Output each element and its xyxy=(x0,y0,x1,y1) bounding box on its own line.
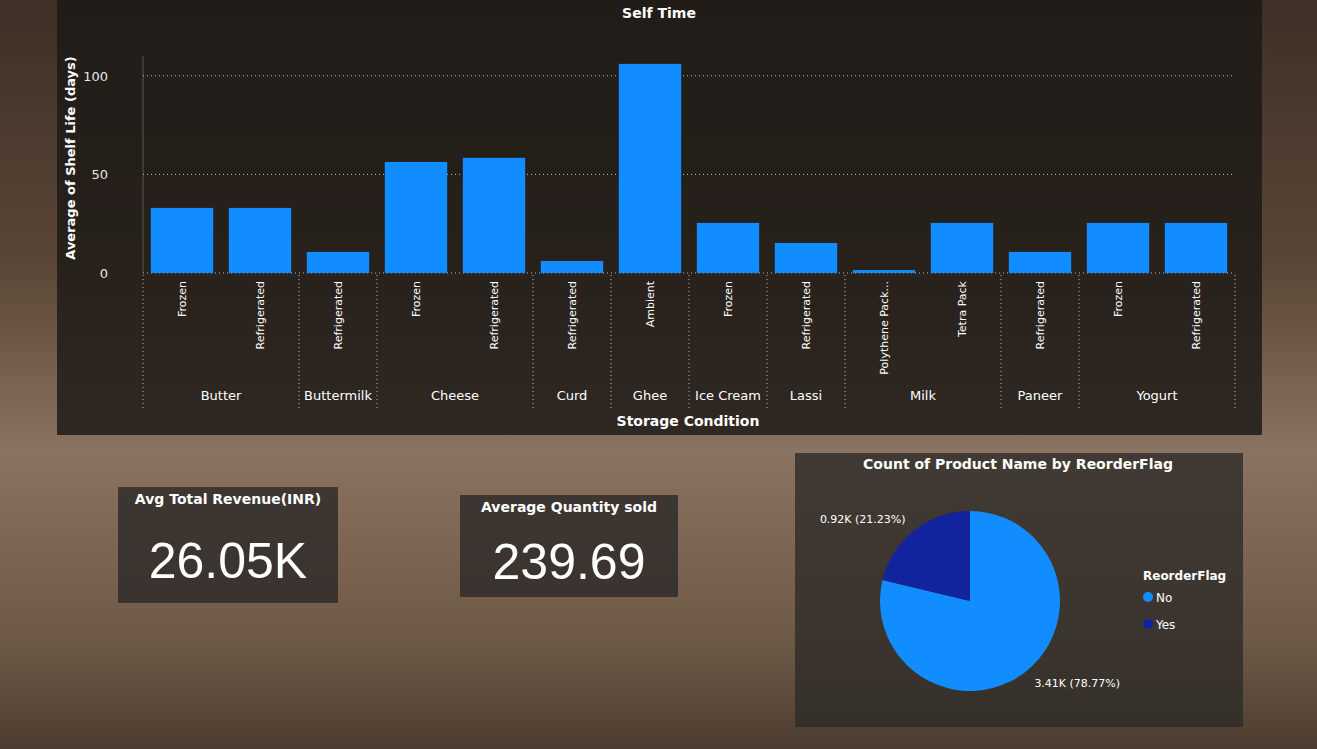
group-label: Butter xyxy=(201,388,242,403)
bar xyxy=(1165,223,1227,273)
y-axis-label: Average of Shelf Life (days) xyxy=(63,56,78,259)
legend-label: No xyxy=(1156,591,1172,605)
x-tick-label: Frozen xyxy=(176,281,189,317)
bar xyxy=(619,64,681,273)
x-tick-label: Polythene Pack... xyxy=(878,281,891,375)
group-label: Ghee xyxy=(633,388,667,403)
group-label: Curd xyxy=(557,388,588,403)
card-panel xyxy=(118,487,338,603)
card-value: 26.05K xyxy=(149,533,307,589)
x-tick-label: Frozen xyxy=(722,281,735,317)
group-label: Milk xyxy=(910,388,936,403)
x-tick-label: Ambient xyxy=(644,280,657,327)
group-label: Paneer xyxy=(1018,388,1063,403)
bar xyxy=(307,252,369,273)
panel xyxy=(57,0,1262,435)
panel xyxy=(795,453,1243,727)
group-label: Ice Cream xyxy=(695,388,761,403)
y-tick-label: 50 xyxy=(91,167,108,182)
title: Self Time xyxy=(622,5,696,21)
group-separator xyxy=(845,275,846,408)
group-separator xyxy=(1001,275,1002,408)
x-tick-label: Refrigerated xyxy=(254,281,267,349)
card: Average Quantity sold 239.69 xyxy=(460,495,678,597)
group-separator xyxy=(611,275,612,408)
bar xyxy=(229,208,291,273)
x-tick-label: Refrigerated xyxy=(1190,281,1203,349)
title: Count of Product Name by ReorderFlag xyxy=(863,456,1173,472)
x-tick-label: Refrigerated xyxy=(332,281,345,349)
group-separator xyxy=(689,275,690,408)
x-tick-label: Refrigerated xyxy=(488,281,501,349)
x-tick-label: Refrigerated xyxy=(1034,281,1047,349)
y-tick-label: 0 xyxy=(100,266,108,281)
bar xyxy=(463,158,525,273)
group-separator xyxy=(143,275,144,408)
legend-swatch xyxy=(1143,592,1153,602)
card-title: Avg Total Revenue(INR) xyxy=(135,491,321,507)
group-separator xyxy=(533,275,534,408)
grid-line xyxy=(143,174,1235,175)
group-separator xyxy=(377,275,378,408)
slice xyxy=(880,511,1060,691)
legend-swatch xyxy=(1143,619,1153,629)
data-label: 0.92K (21.23%) xyxy=(820,513,906,526)
bar xyxy=(697,223,759,273)
bar-chart: Self Time Average of Shelf Life (days) Sto… xyxy=(57,0,1262,435)
x-tick-label: Frozen xyxy=(410,281,423,317)
group-label: Yogurt xyxy=(1135,388,1177,403)
group-label: Buttermilk xyxy=(304,388,372,403)
bar xyxy=(931,223,993,273)
card-title: Average Quantity sold xyxy=(481,499,657,515)
group-separator xyxy=(299,275,300,408)
legend: ReorderFlag No Yes xyxy=(1143,569,1226,632)
bar xyxy=(541,261,603,273)
group-separator xyxy=(1079,275,1080,408)
x-tick-label: Refrigerated xyxy=(566,281,579,349)
legend-title: ReorderFlag xyxy=(1143,569,1226,583)
x-tick-label: Refrigerated xyxy=(800,281,813,349)
group-label: Lassi xyxy=(790,388,822,403)
y-tick-label: 100 xyxy=(83,69,108,84)
x-tick-label: Frozen xyxy=(1112,281,1125,317)
bar xyxy=(385,162,447,273)
y-axis-line xyxy=(143,56,144,273)
card-panel xyxy=(460,495,678,597)
group-separator xyxy=(1235,275,1236,408)
data-label: 3.41K (78.77%) xyxy=(1034,677,1120,690)
bar xyxy=(1009,252,1071,273)
group-separator xyxy=(767,275,768,408)
bar xyxy=(775,243,837,273)
legend-label: Yes xyxy=(1155,618,1175,632)
x-axis-label: Storage Condition xyxy=(617,413,760,429)
bar xyxy=(1087,223,1149,273)
dashboard: Self Time Average of Shelf Life (days) Sto… xyxy=(0,0,1317,749)
bars xyxy=(151,64,1227,273)
x-tick-label: Tetra Pack xyxy=(956,280,969,338)
card-value: 239.69 xyxy=(493,534,646,590)
card: Avg Total Revenue(INR) 26.05K xyxy=(118,487,338,603)
bar xyxy=(151,208,213,273)
bar xyxy=(853,270,915,273)
grid-line xyxy=(143,75,1235,76)
group-label: Cheese xyxy=(431,388,479,403)
pie-chart: Count of Product Name by ReorderFlag 3.41… xyxy=(795,453,1243,727)
